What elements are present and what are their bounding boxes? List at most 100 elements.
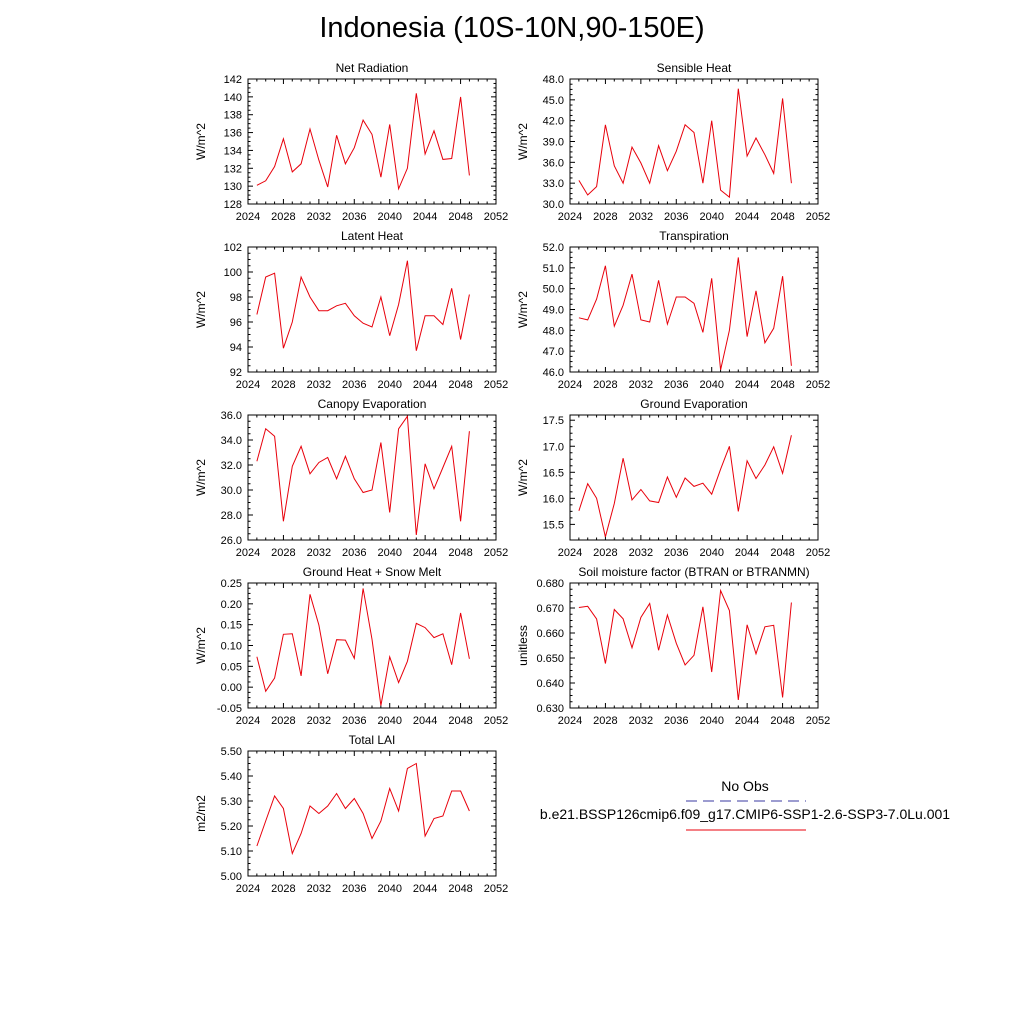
chart-title: Net Radiation — [336, 61, 409, 75]
x-tick-label: 2032 — [629, 547, 653, 559]
y-tick-label: 5.50 — [221, 746, 242, 758]
y-tick-label: 0.05 — [221, 661, 242, 673]
y-tick-label: 47.0 — [543, 346, 564, 358]
x-tick-label: 2048 — [770, 211, 794, 223]
legend-series-label: b.e21.BSSP126cmip6.f09_g17.CMIP6-SSP1-2.… — [539, 806, 951, 822]
x-tick-label: 2052 — [484, 211, 508, 223]
y-tick-label: 0.25 — [221, 578, 242, 590]
series-line — [256, 414, 470, 536]
x-tick-label: 2048 — [770, 547, 794, 559]
x-tick-label: 2032 — [629, 211, 653, 223]
x-tick-label: 2040 — [699, 211, 723, 223]
x-tick-label: 2040 — [699, 547, 723, 559]
y-tick-label: 0.670 — [536, 603, 564, 615]
y-axis-label: W/m^2 — [516, 123, 530, 160]
y-axis-label: m2/m2 — [194, 795, 208, 832]
x-tick-label: 2052 — [484, 379, 508, 391]
x-tick-label: 2048 — [448, 211, 472, 223]
x-tick-label: 2024 — [558, 211, 582, 223]
y-tick-label: 17.5 — [543, 415, 564, 427]
series-line — [578, 88, 792, 199]
x-tick-label: 2040 — [377, 547, 401, 559]
x-tick-label: 2028 — [271, 715, 295, 727]
y-tick-label: 16.0 — [543, 493, 564, 505]
chart-title: Transpiration — [659, 229, 729, 243]
y-tick-label: 5.40 — [221, 771, 242, 783]
x-tick-label: 2048 — [770, 715, 794, 727]
y-tick-label: 0.00 — [221, 682, 242, 694]
x-tick-label: 2040 — [699, 715, 723, 727]
x-tick-label: 2024 — [236, 547, 260, 559]
x-tick-label: 2052 — [806, 379, 830, 391]
legend-obs-label: No Obs — [721, 778, 769, 794]
x-tick-label: 2032 — [629, 379, 653, 391]
chart-panel: Net Radiation W/m^2 2024 2028 2032 2036 2040 20… — [194, 61, 508, 223]
y-tick-label: 94 — [230, 342, 242, 354]
y-tick-label: 16.5 — [543, 467, 564, 479]
y-tick-label: -0.05 — [217, 703, 242, 715]
x-tick-label: 2036 — [342, 883, 366, 895]
x-tick-label: 2028 — [271, 211, 295, 223]
y-tick-label: 92 — [230, 367, 242, 379]
y-axis-label: W/m^2 — [516, 459, 530, 496]
x-tick-label: 2028 — [271, 883, 295, 895]
y-tick-label: 30.0 — [543, 199, 564, 211]
series-line — [256, 93, 470, 191]
y-axis-label: W/m^2 — [516, 291, 530, 328]
y-tick-label: 32.0 — [221, 460, 242, 472]
y-tick-label: 34.0 — [221, 435, 242, 447]
x-tick-label: 2048 — [448, 379, 472, 391]
y-tick-label: 142 — [224, 74, 242, 86]
x-tick-label: 2036 — [664, 715, 688, 727]
y-axis-label: W/m^2 — [194, 627, 208, 664]
x-tick-label: 2036 — [664, 211, 688, 223]
x-tick-label: 2024 — [236, 715, 260, 727]
x-tick-label: 2048 — [448, 547, 472, 559]
y-tick-label: 48.0 — [543, 325, 564, 337]
y-tick-label: 0.20 — [221, 599, 242, 611]
x-tick-label: 2040 — [377, 211, 401, 223]
series-line — [578, 588, 792, 701]
y-tick-label: 48.0 — [543, 74, 564, 86]
x-tick-label: 2036 — [342, 715, 366, 727]
chart-title: Ground Heat + Snow Melt — [303, 565, 442, 579]
x-tick-label: 2036 — [342, 211, 366, 223]
chart-panel: Total LAI m2/m2 2024 2028 2032 2036 2040 2044 20… — [194, 733, 508, 895]
x-tick-label: 2052 — [484, 715, 508, 727]
y-tick-label: 0.660 — [536, 628, 564, 640]
y-tick-label: 5.00 — [221, 871, 242, 883]
x-tick-label: 2052 — [806, 715, 830, 727]
y-axis-label: W/m^2 — [194, 123, 208, 160]
x-tick-label: 2024 — [558, 379, 582, 391]
y-tick-label: 28.0 — [221, 510, 242, 522]
y-tick-label: 5.30 — [221, 796, 242, 808]
x-tick-label: 2040 — [377, 883, 401, 895]
chart-title: Latent Heat — [341, 229, 404, 243]
x-tick-label: 2032 — [307, 547, 331, 559]
y-tick-label: 0.640 — [536, 678, 564, 690]
y-tick-label: 130 — [224, 181, 242, 193]
x-tick-label: 2024 — [236, 211, 260, 223]
y-tick-label: 5.10 — [221, 846, 242, 858]
x-tick-label: 2044 — [735, 715, 759, 727]
y-tick-label: 138 — [224, 110, 242, 122]
y-tick-label: 5.20 — [221, 821, 242, 833]
y-tick-label: 134 — [224, 145, 242, 157]
y-tick-label: 49.0 — [543, 305, 564, 317]
x-tick-label: 2024 — [558, 715, 582, 727]
series-line — [578, 257, 792, 371]
x-tick-label: 2044 — [413, 715, 437, 727]
chart-panel: Soil moisture factor (BTRAN or BTRANMN) u… — [516, 565, 830, 727]
x-tick-label: 2036 — [664, 547, 688, 559]
y-tick-label: 136 — [224, 128, 242, 140]
chart-panel: Canopy Evaporation W/m^2 2024 2028 2032 2036 2… — [194, 397, 508, 559]
chart-title: Sensible Heat — [657, 61, 732, 75]
y-tick-label: 100 — [224, 267, 242, 279]
x-tick-label: 2048 — [448, 883, 472, 895]
series-line — [256, 260, 470, 351]
x-tick-label: 2032 — [307, 379, 331, 391]
chart-panel: Ground Heat + Snow Melt W/m^2 2024 2028 2032… — [194, 565, 508, 727]
y-axis-label: W/m^2 — [194, 291, 208, 328]
